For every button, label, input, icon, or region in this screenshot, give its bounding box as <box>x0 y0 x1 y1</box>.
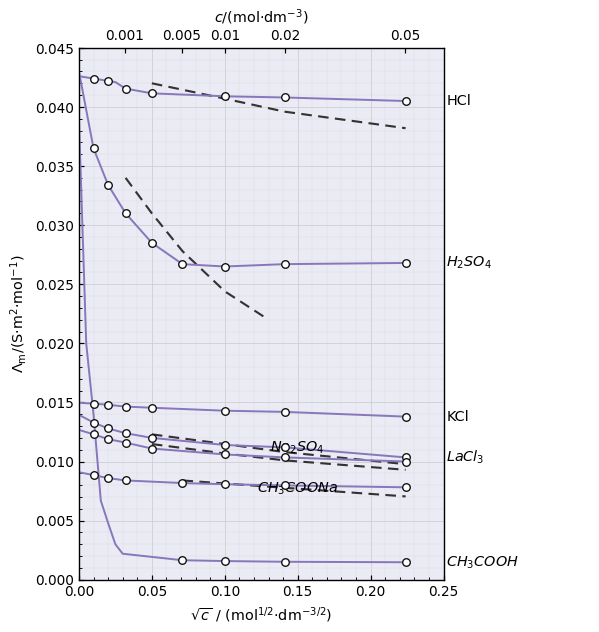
Text: $H_2SO_4$: $H_2SO_4$ <box>446 255 492 271</box>
Text: HCl: HCl <box>446 94 471 108</box>
Text: KCl: KCl <box>446 410 469 423</box>
Text: $CH_3COOH$: $CH_3COOH$ <box>446 554 519 571</box>
Text: $Na_2SO_4$: $Na_2SO_4$ <box>270 439 325 456</box>
Text: $LaCl_3$: $LaCl_3$ <box>446 449 485 466</box>
X-axis label: $\sqrt{c}$ / (mol$^{1/2}$$\cdot$dm$^{-3/2}$): $\sqrt{c}$ / (mol$^{1/2}$$\cdot$dm$^{-3/… <box>190 605 332 624</box>
Text: $CH_3COONa$: $CH_3COONa$ <box>257 480 338 497</box>
Y-axis label: $\Lambda_\mathrm{m}$/(S$\cdot$m$^2$$\cdot$mol$^{-1}$): $\Lambda_\mathrm{m}$/(S$\cdot$m$^2$$\cdo… <box>8 255 29 373</box>
X-axis label: $c$/(mol$\cdot$dm$^{-3}$): $c$/(mol$\cdot$dm$^{-3}$) <box>214 8 308 27</box>
